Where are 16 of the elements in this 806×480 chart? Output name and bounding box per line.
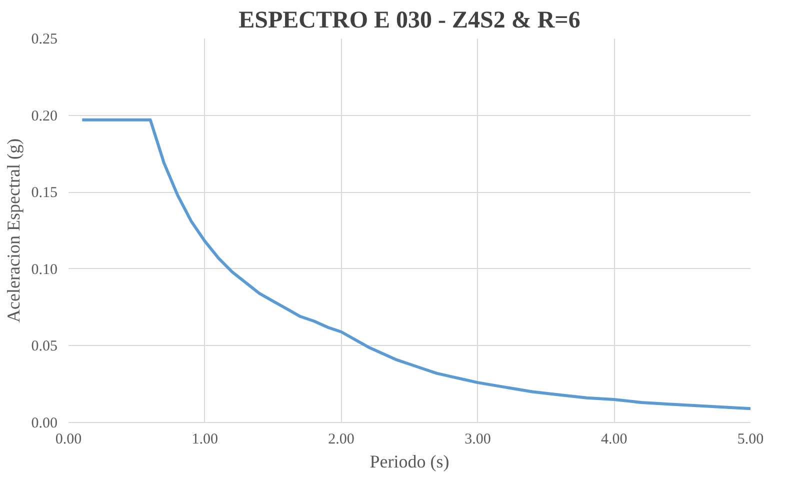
y-tick-label: 0.15 [31, 185, 58, 202]
y-tick-label: 0.20 [31, 108, 58, 124]
x-tick-label: 1.00 [192, 432, 218, 448]
x-tick-label: 0.00 [55, 432, 82, 448]
y-tick-label: 0.25 [31, 32, 58, 48]
y-axis-title: Aceleracion Espectral (g) [3, 138, 24, 322]
chart-title: ESPECTRO E 030 - Z4S2 & R=6 [238, 8, 580, 34]
x-axis-title: Periodo (s) [370, 452, 450, 472]
x-tick-label: 5.00 [737, 432, 764, 448]
x-tick-label: 3.00 [464, 432, 491, 448]
x-tick-label: 2.00 [328, 432, 354, 448]
y-tick-label: 0.10 [31, 262, 58, 278]
y-tick-label: 0.00 [31, 416, 58, 432]
x-tick-label: 4.00 [600, 432, 628, 448]
y-tick-label: 0.05 [31, 338, 58, 355]
line-series [80, 118, 750, 410]
